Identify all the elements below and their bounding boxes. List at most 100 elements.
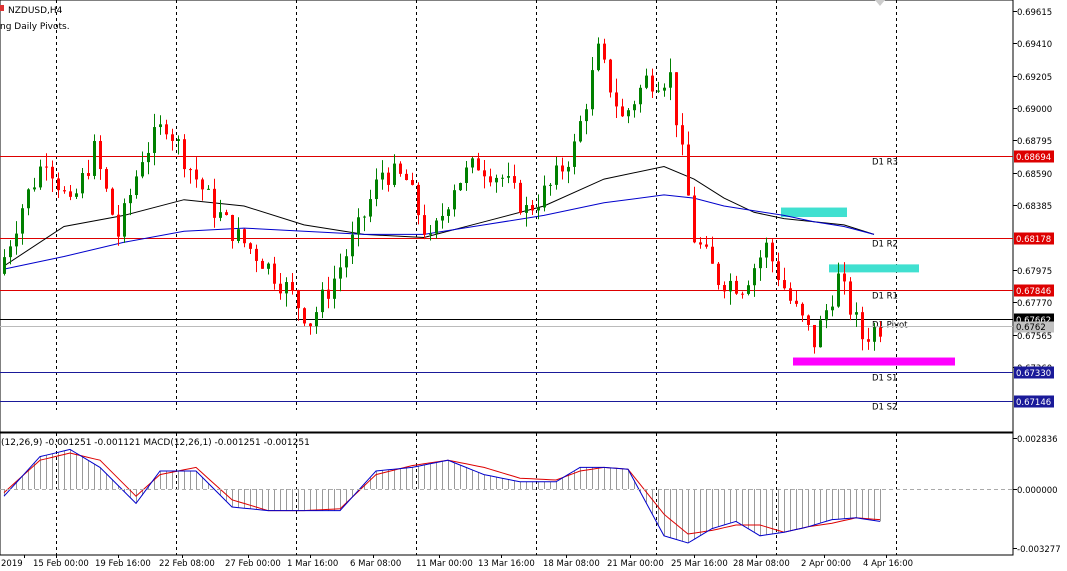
indicator-label: ng Daily Pivots. xyxy=(0,22,70,32)
x-tick-label: 22 Feb 08:00 xyxy=(159,559,215,569)
candle-body xyxy=(393,163,396,185)
candle-body xyxy=(693,195,696,243)
moving-averages xyxy=(3,165,875,270)
candle-body xyxy=(513,176,516,183)
pivot-price-tag xyxy=(1014,395,1054,408)
candle-body xyxy=(531,205,534,211)
candle-body xyxy=(285,282,288,294)
candle-body xyxy=(303,308,306,324)
macd-y-tick-label: 0.000000 xyxy=(1017,486,1058,496)
y-tick-label: 0.69000 xyxy=(1017,105,1052,115)
y-tick-label: 0.68590 xyxy=(1017,170,1052,180)
candle-body xyxy=(519,182,522,213)
candle-body xyxy=(609,59,612,93)
candle-body xyxy=(279,283,282,294)
candle-body xyxy=(69,191,72,197)
candle-body xyxy=(615,92,618,107)
pivot-tags: 0.68694 0.68178 0.67846 0.67662 0.67330 0.671… xyxy=(1014,150,1054,408)
pivot-price-tag xyxy=(1014,232,1054,245)
candle-body xyxy=(579,121,582,142)
x-tick-label: 27 Feb 00:00 xyxy=(225,559,281,569)
candle-body xyxy=(399,163,402,174)
candle-body xyxy=(231,214,234,242)
zones xyxy=(781,207,955,366)
candle-body xyxy=(123,203,126,237)
candle-body xyxy=(141,162,144,177)
candle-body xyxy=(45,166,48,168)
candle-body xyxy=(783,280,786,289)
macd-header: (12,26,9) -0.001251 -0.001121 MACD(12,26… xyxy=(1,438,310,448)
candle-body xyxy=(549,184,552,186)
candle-body xyxy=(831,306,834,311)
candle-body xyxy=(819,320,822,348)
y-tick-label: 0.67975 xyxy=(1017,267,1052,277)
candle-body xyxy=(201,179,204,190)
macd-y-tick-label: -0.003277 xyxy=(1017,545,1061,555)
shift-marker-icon[interactable] xyxy=(875,0,885,6)
candle-body xyxy=(747,285,750,294)
candle-body xyxy=(585,109,588,122)
candle-body xyxy=(159,124,162,128)
candle-body xyxy=(75,193,78,197)
candle-body xyxy=(771,242,774,262)
candle-body xyxy=(63,190,66,192)
candle-body xyxy=(39,166,42,188)
candle-body xyxy=(33,187,36,190)
candle-body xyxy=(129,195,132,204)
candle-body xyxy=(573,141,576,167)
candle-body xyxy=(477,158,480,171)
x-tick-label: 2 Apr 00:00 xyxy=(801,559,851,569)
candle-body xyxy=(291,282,294,291)
candle-body xyxy=(627,110,630,117)
candle-body xyxy=(537,207,540,211)
candle-body xyxy=(843,273,846,282)
candle-body xyxy=(453,190,456,210)
x-tick-label: 11 Mar 00:00 xyxy=(416,559,473,569)
y-tick-label: 0.69410 xyxy=(1017,40,1052,50)
moving-average-slow xyxy=(3,194,875,270)
candle-body xyxy=(645,75,648,88)
candle-body xyxy=(15,233,18,247)
candle-body xyxy=(507,176,510,178)
candle-body xyxy=(51,166,54,179)
candle-body xyxy=(381,172,384,180)
candle-body xyxy=(93,141,96,176)
candle-body xyxy=(741,293,744,295)
candle-body xyxy=(369,199,372,217)
candle-body xyxy=(87,173,90,176)
candle-body xyxy=(855,312,858,315)
x-tick-label: 21 Mar 00:00 xyxy=(607,559,664,569)
candle-body xyxy=(81,173,84,194)
candle-body xyxy=(177,139,180,141)
candle-body xyxy=(501,177,504,179)
candle-body xyxy=(249,243,252,249)
candle-body xyxy=(405,173,408,181)
candle-body xyxy=(327,289,330,299)
candle-body xyxy=(345,256,348,268)
candle-body xyxy=(651,75,654,92)
candle-body xyxy=(435,220,438,234)
pivot-lines: D1 R3 D1 R2 D1 R1 D1 Pivot D1 S1 D1 S2 xyxy=(0,156,1013,413)
candle-body xyxy=(417,184,420,216)
candle-body xyxy=(447,209,450,216)
candle-body xyxy=(441,215,444,221)
candle-body xyxy=(489,176,492,183)
candle-body xyxy=(801,303,804,316)
macd-main-line xyxy=(3,448,881,544)
candle-body xyxy=(375,179,378,200)
x-tick-label: 1 Mar 16:00 xyxy=(287,559,338,569)
candle-body xyxy=(261,260,264,269)
y-tick-label: 0.68795 xyxy=(1017,137,1052,147)
candle-body xyxy=(273,263,276,284)
x-tick-label: 28 Mar 08:00 xyxy=(733,559,790,569)
candle-body xyxy=(309,323,312,327)
candle-body xyxy=(195,169,198,180)
candle-body xyxy=(99,141,102,170)
support-zone xyxy=(793,357,955,366)
candle-body xyxy=(111,188,114,215)
resistance-zone xyxy=(829,264,919,273)
candle-body xyxy=(873,327,876,342)
candle-body xyxy=(363,216,366,218)
macd-y-tick-label: 0.002836 xyxy=(1017,435,1058,445)
pivot-price-tag xyxy=(1014,150,1054,163)
